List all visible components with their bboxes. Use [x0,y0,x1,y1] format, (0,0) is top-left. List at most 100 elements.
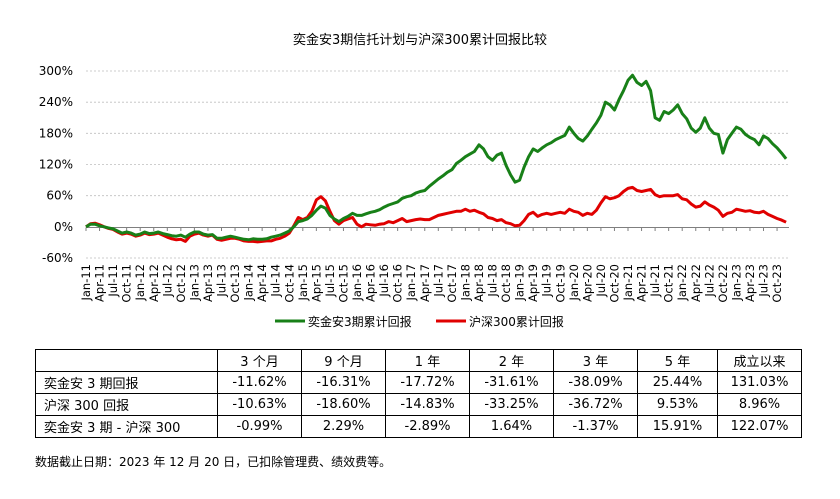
x-tick-label: Oct-14 [282,264,296,303]
cumulative-return-chart: 奕金安3期信托计划与沪深300累计回报比较 300% 240% 180% 120% 60… [39,32,789,329]
x-tick-label: Jul-13 [215,264,229,298]
x-tick-label: Apr-11 [93,264,107,302]
table-header-cell: 2 年 [469,349,554,372]
table-header-cell: 3 年 [553,349,638,372]
x-tick-label: Oct-22 [716,264,730,303]
table-cell: -17.72% [385,371,470,394]
y-tick-label: 180% [39,126,73,140]
x-axis-ticks: Jan-11 Apr-11 Jul-11 Oct-11 Jan-12 Apr-12 Jul-… [79,227,784,303]
x-tick-label: Jan-23 [729,264,743,302]
x-tick-label: Oct-20 [607,264,621,303]
x-tick-label: Jul-19 [540,264,554,298]
x-tick-label: Jan-14 [242,264,256,302]
table-cell: -36.72% [553,393,638,416]
x-tick-label: Jan-12 [133,264,147,302]
table-cell: 2.29% [301,415,386,438]
legend: 奕金安3期累计回报 沪深300累计回报 [275,314,564,329]
table-cell: -14.83% [385,393,470,416]
table-cell: 9.53% [637,393,718,416]
x-tick-label: Apr-14 [255,264,269,302]
x-tick-label: Oct-19 [553,264,567,303]
table-row-label: 奕金安 3 期回报 [35,371,218,394]
table-cell: -18.60% [301,393,386,416]
x-tick-label: Jan-13 [187,264,201,302]
table-header-cell: 5 年 [637,349,718,372]
y-axis-ticks: 300% 240% 180% 120% 60% 0% -60% [39,64,73,265]
table-header-cell: 1 年 [385,349,470,372]
table-cell: -0.99% [217,415,302,438]
x-tick-label: Oct-12 [174,264,188,303]
x-tick-label: Jul-17 [431,264,445,298]
table-row: 奕金安 3 期 - 沪深 300 -0.99% 2.29% -2.89% 1.6… [35,415,802,438]
x-tick-label: Oct-17 [445,264,459,303]
table-row-label: 沪深 300 回报 [35,393,218,416]
table-cell: 15.91% [637,415,718,438]
y-tick-label: 120% [39,158,73,172]
table-cell: 131.03% [717,371,802,394]
table-header-cell: 9 个月 [301,349,386,372]
x-tick-label: Apr-17 [418,264,432,302]
table-cell: 1.64% [469,415,554,438]
x-tick-label: Jul-21 [648,264,662,298]
table-header-cell: 3 个月 [217,349,302,372]
x-tick-label: Jan-18 [458,264,472,302]
series-line-fund [85,73,788,242]
x-tick-label: Oct-21 [662,264,676,303]
x-tick-label: Oct-13 [228,264,242,303]
table-cell: -11.62% [217,371,302,394]
legend-label-fund: 奕金安3期累计回报 [308,314,412,329]
table-cell: -31.61% [469,371,554,394]
x-tick-label: Jan-16 [350,264,364,302]
x-tick-label: Jan-21 [621,264,635,302]
x-tick-label: Oct-16 [391,264,405,303]
x-tick-label: Apr-20 [580,264,594,302]
x-tick-label: Apr-23 [743,264,757,302]
table-header-cell [35,349,218,372]
x-tick-label: Jul-23 [757,264,771,298]
table-cell: 25.44% [637,371,718,394]
table-cell: -2.89% [385,415,470,438]
table-cell: 122.07% [717,415,802,438]
x-tick-label: Apr-16 [364,264,378,302]
x-tick-label: Apr-22 [689,264,703,302]
x-tick-label: Jan-22 [675,264,689,302]
table-cell: -10.63% [217,393,302,416]
x-tick-label: Jan-17 [404,264,418,302]
x-tick-label: Oct-15 [336,264,350,303]
table-cell: -33.25% [469,393,554,416]
x-tick-label: Apr-19 [526,264,540,302]
y-tick-label: -60% [42,251,73,265]
footnote: 数据截止日期：2023 年 12 月 20 日，已扣除管理费、绩效费等。 [35,455,392,469]
x-tick-label: Apr-21 [635,264,649,302]
y-tick-label: 240% [39,95,73,109]
x-tick-label: Jan-19 [513,264,527,302]
x-tick-label: Apr-13 [201,264,215,302]
gridlines [86,70,789,259]
x-tick-label: Apr-18 [472,264,486,302]
table-row: 奕金安 3 期回报 -11.62% -16.31% -17.72% -31.61… [35,371,802,394]
x-tick-label: Oct-23 [770,264,784,303]
table-cell: -1.37% [553,415,638,438]
y-tick-label: 300% [39,64,73,78]
table-header-cell: 成立以来 [717,349,802,372]
table-row-label: 奕金安 3 期 - 沪深 300 [35,415,218,438]
x-tick-label: Jul-12 [160,264,174,298]
x-tick-label: Jul-11 [106,264,120,298]
series-lines [85,73,788,244]
table-row: 沪深 300 回报 -10.63% -18.60% -14.83% -33.25… [35,393,802,416]
x-tick-label: Oct-18 [499,264,513,303]
x-tick-label: Jul-15 [323,264,337,298]
x-tick-label: Jul-18 [486,264,500,298]
table-header-row: 3 个月 9 个月 1 年 2 年 3 年 5 年 成立以来 [35,349,802,372]
x-tick-label: Apr-12 [147,264,161,302]
x-tick-label: Apr-15 [309,264,323,302]
x-tick-label: Jul-22 [702,264,716,298]
x-tick-label: Jan-20 [567,264,581,302]
x-tick-label: Jul-20 [594,264,608,298]
x-tick-label: Jan-15 [296,264,310,302]
y-tick-label: 60% [46,189,73,203]
x-tick-label: Oct-11 [120,264,134,303]
x-tick-label: Jul-14 [269,264,283,298]
chart-title: 奕金安3期信托计划与沪深300累计回报比较 [293,32,547,48]
x-tick-label: Jul-16 [377,264,391,298]
